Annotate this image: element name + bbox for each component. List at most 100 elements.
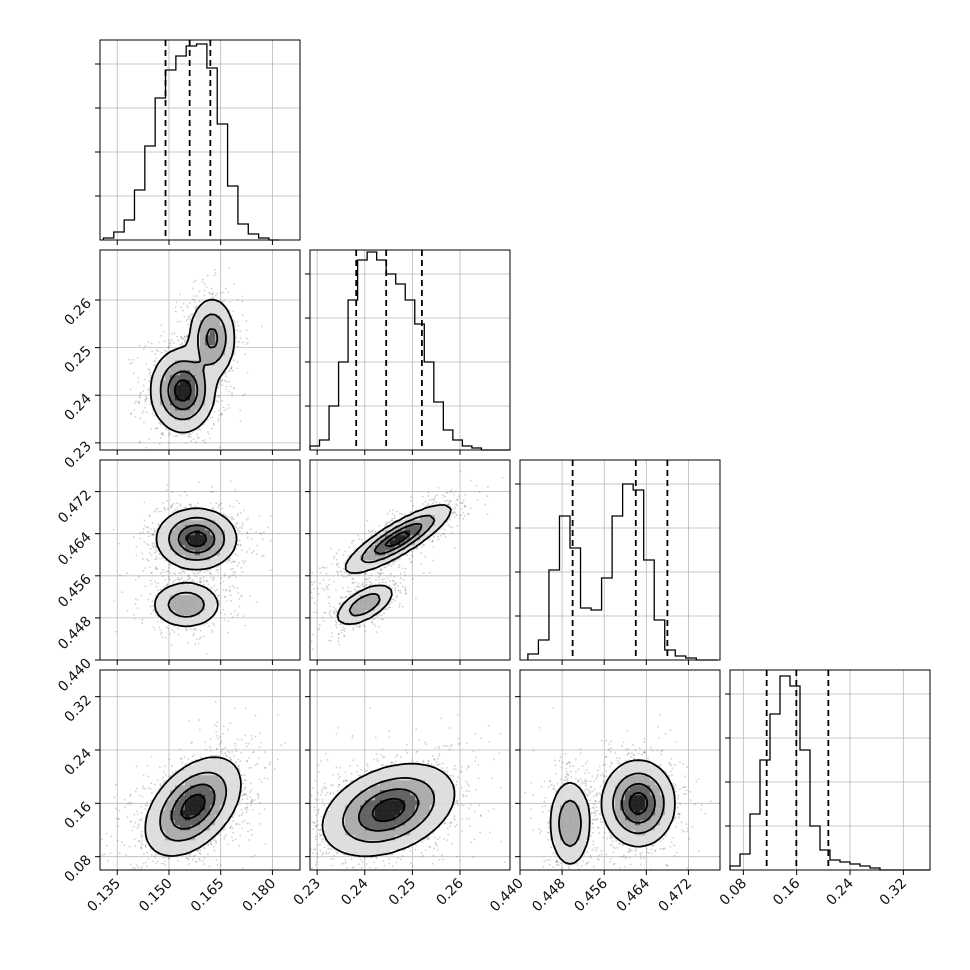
scatter-point	[232, 359, 235, 362]
scatter-point	[245, 343, 248, 346]
density-cell	[160, 545, 166, 551]
scatter-point	[129, 388, 132, 391]
scatter-point	[357, 626, 360, 628]
density-cell	[355, 605, 361, 611]
panel-frame	[99, 249, 301, 451]
scatter-point	[484, 503, 486, 506]
scatter-point	[393, 515, 396, 517]
scatter-point	[229, 480, 232, 483]
scatter-point	[241, 295, 244, 298]
scatter-point	[172, 581, 174, 584]
scatter-point	[233, 518, 235, 521]
density-cell	[415, 540, 421, 546]
scatter-point	[352, 628, 354, 631]
density-cell	[195, 320, 201, 326]
scatter-point	[168, 434, 170, 437]
scatter-point	[154, 558, 157, 561]
scatter-point	[151, 350, 153, 353]
density-cell	[175, 540, 181, 546]
scatter-point	[211, 485, 214, 488]
scatter-point	[389, 574, 392, 577]
scatter-point	[211, 578, 214, 581]
scatter-point	[237, 512, 239, 515]
scatter-point	[443, 528, 446, 531]
scatter-point	[241, 571, 244, 573]
density-cell	[175, 585, 181, 591]
scatter-point	[160, 324, 163, 327]
scatter-point	[225, 408, 228, 411]
scatter-point	[164, 571, 167, 574]
scatter-point	[183, 338, 185, 340]
scatter-point	[323, 567, 326, 569]
scatter-point	[170, 506, 173, 508]
scatter-point	[179, 573, 182, 575]
density-cell	[200, 350, 206, 356]
scatter-point	[208, 292, 211, 294]
density-cell	[355, 560, 361, 566]
scatter-point	[162, 434, 164, 437]
density-cell	[170, 365, 176, 371]
density-cell	[190, 535, 196, 541]
scatter-point	[204, 441, 207, 444]
scatter-point	[216, 566, 219, 568]
scatter-point	[168, 342, 171, 345]
density-cell	[210, 330, 216, 336]
scatter-point	[383, 612, 386, 615]
scatter-point	[246, 371, 249, 374]
scatter-point	[467, 513, 470, 516]
scatter-point	[423, 544, 426, 547]
density-cell	[180, 375, 186, 381]
scatter-point	[195, 629, 198, 632]
scatter-point	[188, 316, 191, 318]
density-cell	[220, 305, 226, 311]
scatter-point	[231, 584, 234, 587]
scatter-point	[350, 542, 353, 545]
scatter-point	[321, 587, 324, 590]
scatter-point	[243, 562, 245, 564]
scatter-point	[157, 350, 159, 353]
scatter-point	[224, 595, 227, 598]
density-cell	[345, 565, 351, 571]
scatter-point	[235, 526, 238, 529]
scatter-point	[352, 582, 354, 585]
scatter-point	[171, 338, 173, 341]
scatter-point	[460, 502, 463, 504]
scatter-point	[386, 522, 389, 525]
scatter-point	[191, 313, 194, 316]
scatter-point	[155, 550, 158, 552]
scatter-point	[230, 561, 233, 564]
scatter-point	[218, 503, 221, 506]
density-cell	[215, 540, 221, 546]
scatter-point	[400, 513, 403, 515]
scatter-point	[239, 544, 242, 547]
scatter-point	[241, 560, 244, 562]
scatter-point	[160, 633, 162, 636]
scatter-point	[349, 593, 352, 596]
scatter-point	[134, 603, 137, 606]
density-cell	[210, 355, 216, 361]
scatter-point	[214, 590, 217, 592]
density-cell	[360, 610, 366, 616]
density-cell	[170, 530, 176, 536]
scatter-point	[382, 572, 384, 575]
scatter-point	[319, 571, 322, 574]
density-cell	[210, 375, 216, 381]
scatter-point	[401, 567, 404, 570]
density-cell	[165, 545, 171, 551]
scatter-point	[209, 587, 212, 590]
density-cell	[170, 360, 176, 366]
scatter-point	[199, 581, 202, 584]
scatter-point	[154, 360, 156, 362]
scatter-point	[192, 287, 194, 290]
density-cell	[160, 600, 166, 606]
density-cell	[375, 590, 381, 596]
scatter-point	[365, 572, 368, 575]
scatter-point	[466, 513, 469, 515]
density-cell	[210, 515, 216, 521]
density-cell	[195, 585, 201, 591]
scatter-point	[335, 570, 338, 573]
density-cell	[220, 550, 226, 556]
scatter-point	[157, 582, 159, 585]
scatter-point	[144, 345, 147, 347]
scatter-point	[302, 599, 304, 601]
